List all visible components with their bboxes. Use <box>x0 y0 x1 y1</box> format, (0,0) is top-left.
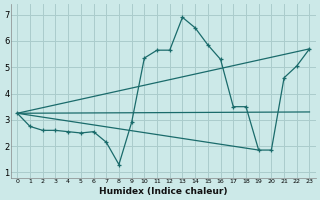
X-axis label: Humidex (Indice chaleur): Humidex (Indice chaleur) <box>99 187 228 196</box>
